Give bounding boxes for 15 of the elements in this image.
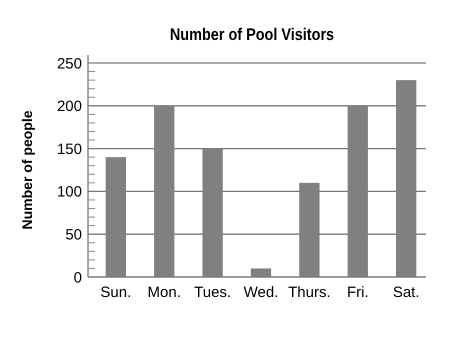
x-tick-label: Sun.	[100, 284, 132, 301]
x-tick-label: Fri.	[346, 284, 369, 301]
y-tick-label: 150	[56, 140, 82, 158]
y-tick-label: 250	[56, 55, 82, 72]
y-tick-label: 0	[74, 269, 82, 286]
y-tick-label: 50	[65, 226, 82, 244]
y-tick-label: 200	[56, 98, 82, 116]
y-axis-title: Number of people	[19, 110, 35, 230]
chart-title: Number of Pool Visitors	[170, 26, 334, 44]
x-tick-label: Mon.	[148, 284, 181, 301]
y-tick-label: 100	[56, 184, 82, 201]
x-tick-label: Wed.	[244, 284, 278, 301]
x-tick-label: Thurs.	[288, 284, 331, 301]
x-tick-label: Tues.	[194, 284, 232, 301]
x-tick-label: Sat.	[392, 284, 420, 301]
